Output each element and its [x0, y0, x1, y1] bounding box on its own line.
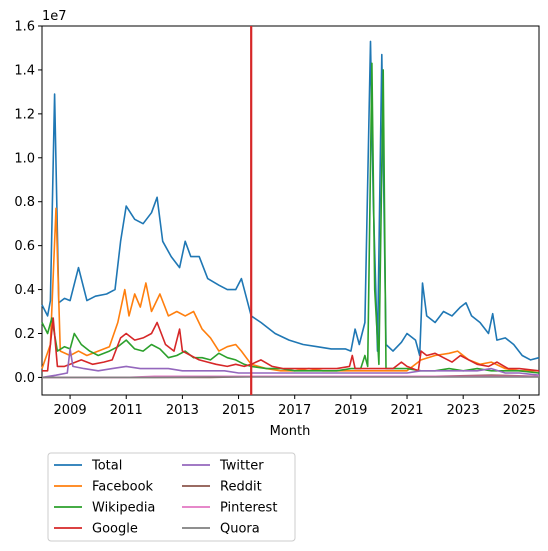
x-tick-label: 2013 [166, 403, 199, 418]
y-tick-label: 1.2 [14, 107, 35, 122]
y-tick-label: 1.6 [14, 20, 35, 35]
x-axis: 2009 2011 2013 2015 2017 2019 2021 2023 2025 [54, 395, 536, 418]
x-tick-label: 2011 [110, 403, 143, 418]
x-tick-label: 2009 [54, 403, 87, 418]
legend-label-google: Google [92, 522, 138, 537]
y-tick-label: 0.4 [14, 283, 35, 298]
y-tick-label: 0.6 [14, 239, 35, 254]
plot-frame [41, 25, 540, 396]
x-axis-label: Month [270, 424, 311, 439]
y-tick-label: 0.8 [14, 195, 35, 210]
x-tick-label: 2023 [447, 403, 480, 418]
legend-label-facebook: Facebook [92, 480, 154, 495]
y-tick-label: 1.0 [14, 151, 35, 166]
x-tick-label: 2025 [503, 403, 536, 418]
legend: Total Facebook Wikipedia Google Twitter Reddi… [47, 452, 296, 542]
series-line-google [42, 317, 540, 372]
series-group [41, 40, 540, 379]
y-tick-label: 1.4 [14, 63, 35, 78]
x-tick-label: 2019 [334, 403, 367, 418]
legend-label-quora: Quora [220, 522, 260, 537]
y-axis-offset-label: 1e7 [42, 9, 67, 24]
x-tick-label: 2017 [278, 403, 311, 418]
series-line-twitter [41, 348, 540, 379]
legend-box [47, 452, 296, 542]
plot-area [41, 25, 540, 396]
series-line-facebook [41, 207, 539, 372]
legend-label-total: Total [91, 459, 122, 474]
y-tick-label: 0.0 [14, 371, 35, 386]
y-tick-label: 0.2 [14, 327, 35, 342]
x-tick-label: 2015 [222, 403, 255, 418]
legend-label-pinterest: Pinterest [220, 501, 277, 516]
y-axis: 0.0 0.2 0.4 0.6 0.8 1.0 1.2 1.4 1.6 [14, 20, 42, 386]
legend-label-reddit: Reddit [220, 480, 262, 495]
series-line-total [41, 40, 540, 361]
legend-label-wikipedia: Wikipedia [92, 501, 155, 516]
legend-label-twitter: Twitter [219, 459, 264, 474]
x-tick-label: 2021 [390, 403, 423, 418]
